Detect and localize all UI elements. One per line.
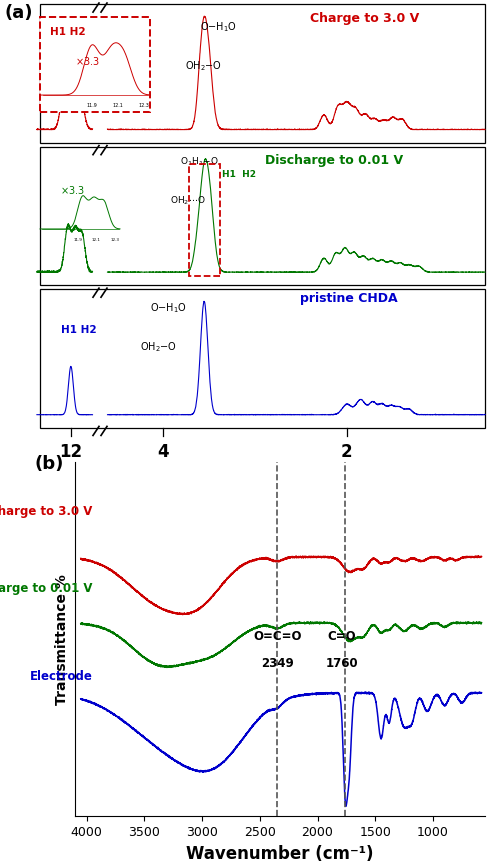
Text: Discharge to 0.01 V: Discharge to 0.01 V — [265, 154, 403, 167]
Text: O$_1$H$_1$$-$O: O$_1$H$_1$$-$O — [180, 156, 218, 168]
X-axis label: Wavenumber (cm⁻¹): Wavenumber (cm⁻¹) — [186, 845, 374, 863]
Text: 11.9: 11.9 — [86, 103, 97, 108]
Text: 12.3: 12.3 — [111, 238, 120, 242]
Text: 12: 12 — [60, 443, 82, 461]
Text: 4: 4 — [157, 443, 168, 461]
Text: 12.1: 12.1 — [92, 238, 101, 242]
Text: H1 H2: H1 H2 — [61, 325, 96, 334]
Text: OH$_2$$-$O: OH$_2$$-$O — [140, 340, 177, 353]
Text: 11.9: 11.9 — [73, 238, 82, 242]
Text: Charge to 3.0 V: Charge to 3.0 V — [310, 11, 419, 24]
Text: 2: 2 — [341, 443, 352, 461]
Text: $\times$3.3: $\times$3.3 — [60, 184, 85, 196]
Text: C=O: C=O — [328, 631, 356, 644]
Text: OH$_2$$\cdots$O: OH$_2$$\cdots$O — [170, 194, 205, 206]
Text: Charge to 3.0 V: Charge to 3.0 V — [0, 505, 92, 518]
Text: $\times$3.3: $\times$3.3 — [75, 54, 100, 67]
Y-axis label: Transmittance %: Transmittance % — [56, 574, 70, 705]
Text: (a): (a) — [5, 4, 34, 22]
Text: ppm: ppm — [229, 471, 291, 495]
Text: 2349: 2349 — [261, 657, 294, 670]
Text: 1760: 1760 — [326, 657, 358, 670]
Text: 12.1: 12.1 — [112, 103, 123, 108]
Text: O$-$H$_1$O: O$-$H$_1$O — [200, 20, 237, 34]
Text: O=C=O: O=C=O — [253, 631, 302, 644]
Text: H1  H2: H1 H2 — [222, 170, 256, 179]
Text: H1 H2: H1 H2 — [50, 27, 86, 36]
Text: Electrode: Electrode — [30, 670, 92, 683]
Text: pristine CHDA: pristine CHDA — [300, 292, 398, 305]
Text: (b): (b) — [34, 455, 64, 473]
Text: O$-$H$_1$O: O$-$H$_1$O — [150, 301, 187, 314]
Text: 12.3: 12.3 — [138, 103, 149, 108]
FancyBboxPatch shape — [40, 17, 150, 112]
Text: OH$_2$$-$O: OH$_2$$-$O — [185, 59, 222, 73]
Text: Discharge to 0.01 V: Discharge to 0.01 V — [0, 581, 92, 594]
